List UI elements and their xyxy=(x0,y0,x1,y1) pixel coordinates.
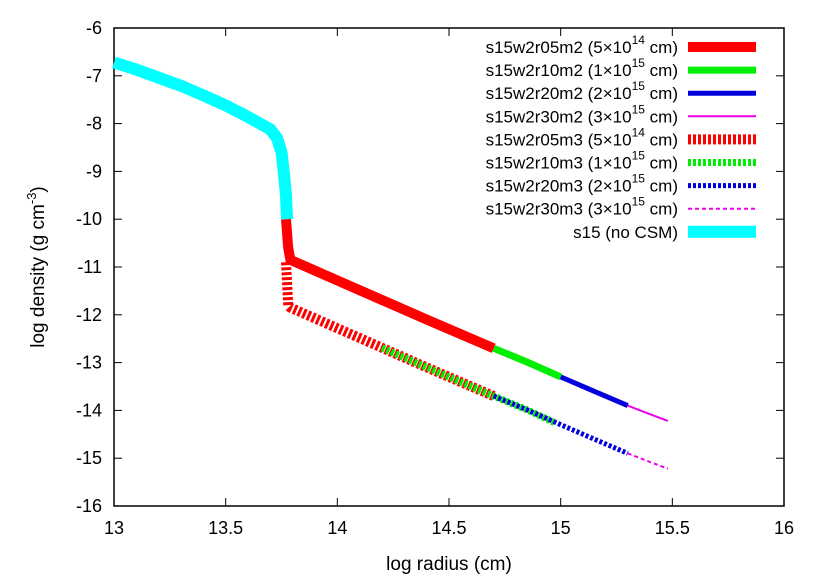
legend-series-name: s15w2r10m3 xyxy=(486,154,583,173)
legend-series-name: s15w2r30m2 xyxy=(486,107,583,126)
y-tick-label: -15 xyxy=(76,448,102,468)
legend-radius-unit: cm) xyxy=(645,61,678,80)
legend-radius-text: (1×10 xyxy=(583,154,632,173)
series-line-s15w2r30m3 xyxy=(627,452,669,470)
y-tick-label: -12 xyxy=(76,305,102,325)
legend-series-name: s15w2r05m3 xyxy=(486,130,583,149)
legend-entry-label: s15 (no CSM) xyxy=(573,223,678,242)
x-tick-label: 15 xyxy=(551,518,571,538)
legend-radius-text: (5×10 xyxy=(583,130,632,149)
y-tick-label: -16 xyxy=(76,496,102,516)
y-tick-label: -8 xyxy=(86,114,102,134)
series-line-s15w2r20m3 xyxy=(492,393,629,456)
legend-radius-exponent: 15 xyxy=(632,172,646,186)
legend-entry-label: s15w2r05m2 (5×1014 cm) xyxy=(486,33,678,57)
axis-ticks: 13 13.5 14 14.5 15 15.5 16 -6 -7 -8 -9 -10 -11 -12 -13… xyxy=(76,18,794,538)
legend-radius-text: (2×10 xyxy=(583,84,632,103)
y-tick-label: -9 xyxy=(86,161,102,181)
legend-series-name: s15w2r10m2 xyxy=(486,61,583,80)
legend-entry-label: s15w2r10m2 (1×1015 cm) xyxy=(486,56,678,80)
legend-entry-label: s15w2r30m3 (3×1015 cm) xyxy=(486,195,678,219)
series-line-s15w2r30m2 xyxy=(627,404,669,422)
x-tick-label: 14 xyxy=(327,518,347,538)
legend-series-name: s15w2r05m2 xyxy=(486,38,583,57)
legend-series-name: s15w2r20m2 xyxy=(486,84,583,103)
x-axis-title: log radius (cm) xyxy=(386,554,512,575)
series-lines xyxy=(112,56,669,470)
y-axis-title-main: log density (g cm xyxy=(28,204,49,348)
x-tick-label: 13.5 xyxy=(208,518,243,538)
legend-radius-text: (2×10 xyxy=(583,177,632,196)
x-tick-label: 15.5 xyxy=(655,518,690,538)
legend-series-name: s15 (no CSM) xyxy=(573,223,678,242)
legend-entry-label: s15w2r30m2 (3×1015 cm) xyxy=(486,102,678,126)
y-axis-title-sup: -3 xyxy=(24,193,39,205)
x-tick-label: 13 xyxy=(104,518,124,538)
legend-radius-exponent: 14 xyxy=(632,125,646,139)
legend-radius-unit: cm) xyxy=(645,154,678,173)
legend-series-name: s15w2r20m3 xyxy=(486,177,583,196)
series-line-s15w2r05m2 xyxy=(281,218,496,353)
legend-radius-exponent: 15 xyxy=(632,79,646,93)
series-line-s15w2r20m2 xyxy=(559,374,629,408)
legend-radius-unit: cm) xyxy=(645,84,678,103)
legend-radius-text: (3×10 xyxy=(583,200,632,219)
y-tick-label: -7 xyxy=(86,66,102,86)
legend-radius-exponent: 15 xyxy=(632,102,646,116)
series-line-s15w2r10m2 xyxy=(492,345,563,381)
legend-radius-unit: cm) xyxy=(645,200,678,219)
legend-radius-exponent: 15 xyxy=(632,195,646,209)
legend-entry-label: s15w2r10m3 (1×1015 cm) xyxy=(486,149,678,173)
legend-radius-unit: cm) xyxy=(645,38,678,57)
y-tick-label: -6 xyxy=(86,18,102,38)
x-tick-label: 16 xyxy=(774,518,794,538)
legend-radius-unit: cm) xyxy=(645,177,678,196)
legend-entry-label: s15w2r20m2 (2×1015 cm) xyxy=(486,79,678,103)
y-tick-label: -11 xyxy=(77,257,102,277)
legend-entry-label: s15w2r20m3 (2×1015 cm) xyxy=(486,172,678,196)
y-axis-title-close: ) xyxy=(28,186,49,192)
legend-radius-exponent: 15 xyxy=(632,149,646,163)
series-line-s15-no-csm- xyxy=(112,56,294,220)
y-tick-label: -13 xyxy=(76,353,102,373)
legend: s15w2r05m2 (5×1014 cm)s15w2r10m2 (1×1015… xyxy=(486,33,756,242)
x-tick-label: 14.5 xyxy=(431,518,466,538)
y-tick-label: -14 xyxy=(76,400,102,420)
series-line-s15w2r05m3 xyxy=(281,261,496,401)
legend-radius-exponent: 15 xyxy=(632,56,646,70)
legend-radius-unit: cm) xyxy=(645,130,678,149)
legend-radius-text: (1×10 xyxy=(583,61,632,80)
legend-radius-unit: cm) xyxy=(645,107,678,126)
legend-radius-text: (5×10 xyxy=(583,38,632,57)
y-axis-title: log density (g cm-3) xyxy=(24,186,49,348)
legend-radius-text: (3×10 xyxy=(583,107,632,126)
y-tick-label: -10 xyxy=(76,209,102,229)
legend-series-name: s15w2r30m3 xyxy=(486,200,583,219)
legend-radius-exponent: 14 xyxy=(632,33,646,47)
legend-entry-label: s15w2r05m3 (5×1014 cm) xyxy=(486,125,678,149)
